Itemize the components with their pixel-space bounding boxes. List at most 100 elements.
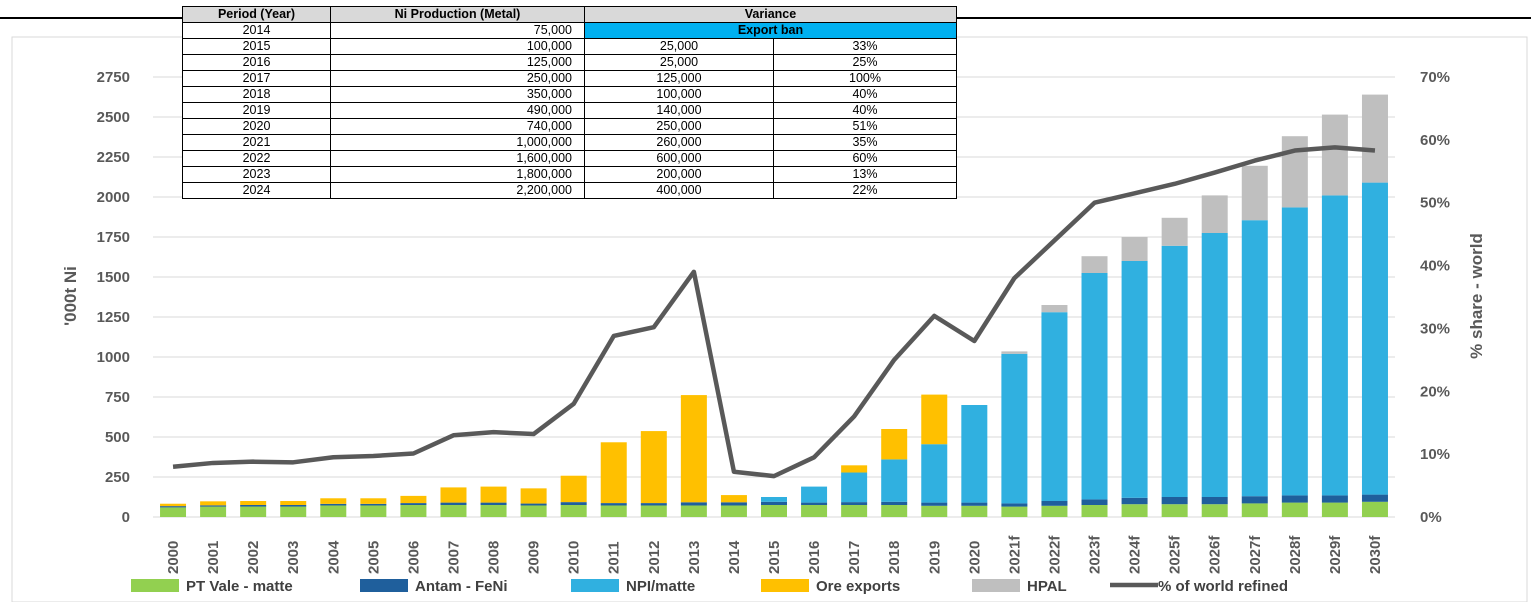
cell-percent: 22% <box>773 182 957 199</box>
bar-npi-matte <box>1041 312 1068 501</box>
bars-group <box>160 94 1388 517</box>
y-tick-label: 1000 <box>97 349 130 366</box>
table-row: 2020 740,000 250,000 51% <box>182 118 957 135</box>
bar-npi-matte <box>1201 233 1228 497</box>
bar-npi-matte <box>1121 261 1148 498</box>
bar-antam-feni <box>440 502 467 505</box>
cell-production: 125,000 <box>330 54 585 71</box>
bar-antam-feni <box>480 502 507 505</box>
y-tick-label: 1250 <box>97 309 130 326</box>
bar-hpal <box>1201 195 1228 233</box>
x-tick-label: 2009 <box>526 541 543 574</box>
bar-antam-feni <box>961 502 988 506</box>
x-tick-label: 2010 <box>566 541 583 574</box>
cell-year: 2020 <box>182 118 331 135</box>
legend-swatch-ore-exports <box>761 579 809 592</box>
cell-production: 2,200,000 <box>330 182 585 199</box>
bar-ore-exports <box>600 442 627 504</box>
bar-hpal <box>1361 94 1388 183</box>
cell-percent: 40% <box>773 86 957 103</box>
legend-swatch-hpal <box>972 579 1020 592</box>
bar-pt-vale-matte <box>1161 504 1188 517</box>
table-row: 2021 1,000,000 260,000 35% <box>182 134 957 151</box>
x-tick-label: 2003 <box>285 541 302 574</box>
x-tick-label: 2018 <box>886 541 903 574</box>
bar-ore-exports <box>560 475 587 503</box>
y2-axis-label: % share - world <box>1467 233 1486 359</box>
bar-pt-vale-matte <box>1001 506 1028 517</box>
bar-npi-matte <box>801 486 828 503</box>
cell-percent: 35% <box>773 134 957 151</box>
cell-variance: 140,000 <box>584 102 774 119</box>
x-tick-label: 2021f <box>1006 535 1023 574</box>
bar-antam-feni <box>801 502 828 505</box>
bar-antam-feni <box>320 503 347 506</box>
bar-antam-feni <box>360 503 387 506</box>
bar-antam-feni <box>560 502 587 505</box>
bar-antam-feni <box>1241 496 1268 504</box>
bar-pt-vale-matte <box>480 505 507 517</box>
x-tick-label: 2028f <box>1287 535 1304 574</box>
table-row: 2014 75,000 Export ban <box>182 22 957 39</box>
legend-label-ore-exports: Ore exports <box>816 578 900 595</box>
x-tick-label: 2007 <box>445 541 462 574</box>
bar-pt-vale-matte <box>320 505 347 517</box>
bar-ore-exports <box>360 498 387 504</box>
bar-npi-matte <box>1321 195 1348 496</box>
cell-production: 1,600,000 <box>330 150 585 167</box>
bar-pt-vale-matte <box>640 505 667 517</box>
bar-pt-vale-matte <box>1121 504 1148 517</box>
x-tick-label: 2030f <box>1367 535 1384 574</box>
bar-pt-vale-matte <box>881 505 908 517</box>
table-row: 2019 490,000 140,000 40% <box>182 102 957 119</box>
x-tick-label: 2014 <box>726 540 743 574</box>
bar-antam-feni <box>921 502 948 506</box>
y-axis-label: '000t Ni <box>61 266 80 326</box>
bar-antam-feni <box>1121 497 1148 505</box>
cell-production: 250,000 <box>330 70 585 87</box>
y-tick-label: 0 <box>122 509 130 526</box>
cell-variance: 400,000 <box>584 182 774 199</box>
cell-year: 2016 <box>182 54 331 71</box>
x-tick-label: 2008 <box>486 541 503 574</box>
cell-year: 2018 <box>182 86 331 103</box>
cell-year: 2015 <box>182 38 331 55</box>
header-production: Ni Production (Metal) <box>330 6 585 23</box>
y-tick-label: 250 <box>105 469 130 486</box>
bar-hpal <box>1281 136 1308 208</box>
bar-pt-vale-matte <box>1041 505 1068 517</box>
cell-variance: 200,000 <box>584 166 774 183</box>
cell-percent: 25% <box>773 54 957 71</box>
table-row: 2017 250,000 125,000 100% <box>182 70 957 87</box>
bar-npi-matte <box>761 497 787 502</box>
bar-pt-vale-matte <box>1201 504 1228 517</box>
x-tick-label: 2023f <box>1087 535 1104 574</box>
cell-variance: 100,000 <box>584 86 774 103</box>
bar-ore-exports <box>320 498 347 504</box>
bar-hpal <box>1001 351 1028 354</box>
y2-tick-label: 70% <box>1420 69 1450 86</box>
cell-variance: 260,000 <box>584 134 774 151</box>
bar-antam-feni <box>160 506 187 508</box>
bar-antam-feni <box>280 505 307 507</box>
table-row: 2018 350,000 100,000 40% <box>182 86 957 103</box>
x-tick-label: 2022f <box>1046 535 1063 574</box>
legend-swatch-antam-feni <box>360 579 408 592</box>
table-row: 2024 2,200,000 400,000 22% <box>182 182 957 199</box>
bar-antam-feni <box>1201 497 1228 505</box>
legend-label-npi-matte: NPI/matte <box>626 578 695 595</box>
cell-percent: 100% <box>773 70 957 87</box>
bar-antam-feni <box>1041 501 1068 506</box>
x-axis-ticks: 2000 2001 2002 2003 2004 2005 2006 2007 2008 2009… <box>165 535 1384 574</box>
bar-ore-exports <box>160 503 187 507</box>
line-world-share <box>172 145 1376 479</box>
x-tick-label: 2015 <box>766 541 783 574</box>
bar-antam-feni <box>400 503 427 505</box>
table-header-row: Period (Year) Ni Production (Metal) Vari… <box>182 6 957 23</box>
cell-percent: 33% <box>773 38 957 55</box>
legend-label--of-world-refined: % of world refined <box>1158 578 1288 595</box>
y2-tick-label: 10% <box>1420 446 1450 463</box>
y-tick-label: 1500 <box>97 269 130 286</box>
x-tick-label: 2029f <box>1327 535 1344 574</box>
bar-npi-matte <box>1361 182 1388 495</box>
